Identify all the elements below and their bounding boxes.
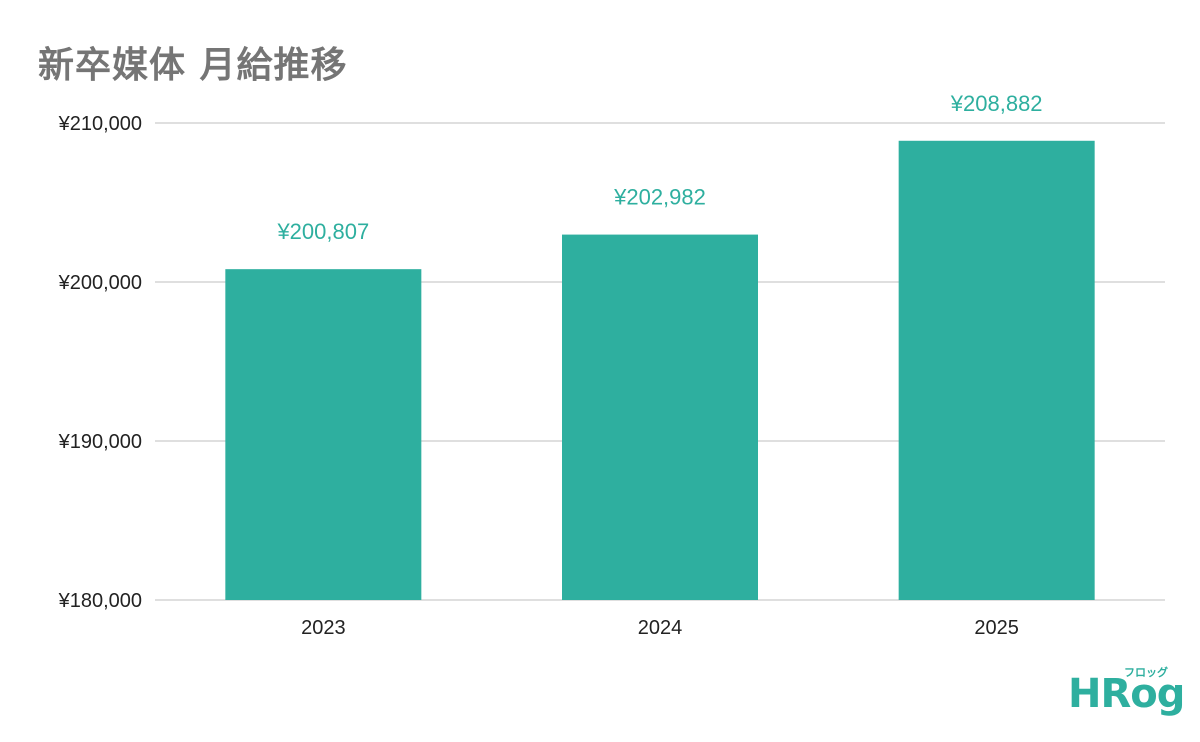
bar-data-label: ¥202,982	[613, 185, 706, 210]
bar	[562, 234, 758, 601]
logo-wordmark: HRog	[1068, 671, 1185, 717]
x-tick-label: 2024	[638, 617, 683, 639]
data-labels: ¥200,807 ¥202,982 ¥208,882	[276, 91, 1042, 244]
bar	[225, 269, 422, 600]
hrog-logo: HRog フロッグ	[1068, 664, 1188, 724]
bar-data-label: ¥208,882	[950, 91, 1043, 116]
x-tick-label: 2025	[974, 617, 1019, 639]
y-axis-tick-labels: ¥180,000 ¥190,000 ¥200,000 ¥210,000	[58, 113, 142, 612]
y-tick-label: ¥210,000	[58, 113, 142, 135]
y-tick-label: ¥180,000	[58, 590, 142, 612]
x-axis-tick-labels: 2023 2024 2025	[301, 617, 1019, 639]
bar-data-label: ¥200,807	[276, 219, 369, 244]
x-tick-label: 2023	[301, 617, 346, 639]
bar	[898, 140, 1095, 601]
logo-subtext: フロッグ	[1124, 666, 1168, 679]
bars	[225, 140, 1095, 601]
y-tick-label: ¥200,000	[58, 272, 142, 294]
y-tick-label: ¥190,000	[58, 431, 142, 453]
chart-title: 新卒媒体 月給推移	[38, 45, 348, 86]
